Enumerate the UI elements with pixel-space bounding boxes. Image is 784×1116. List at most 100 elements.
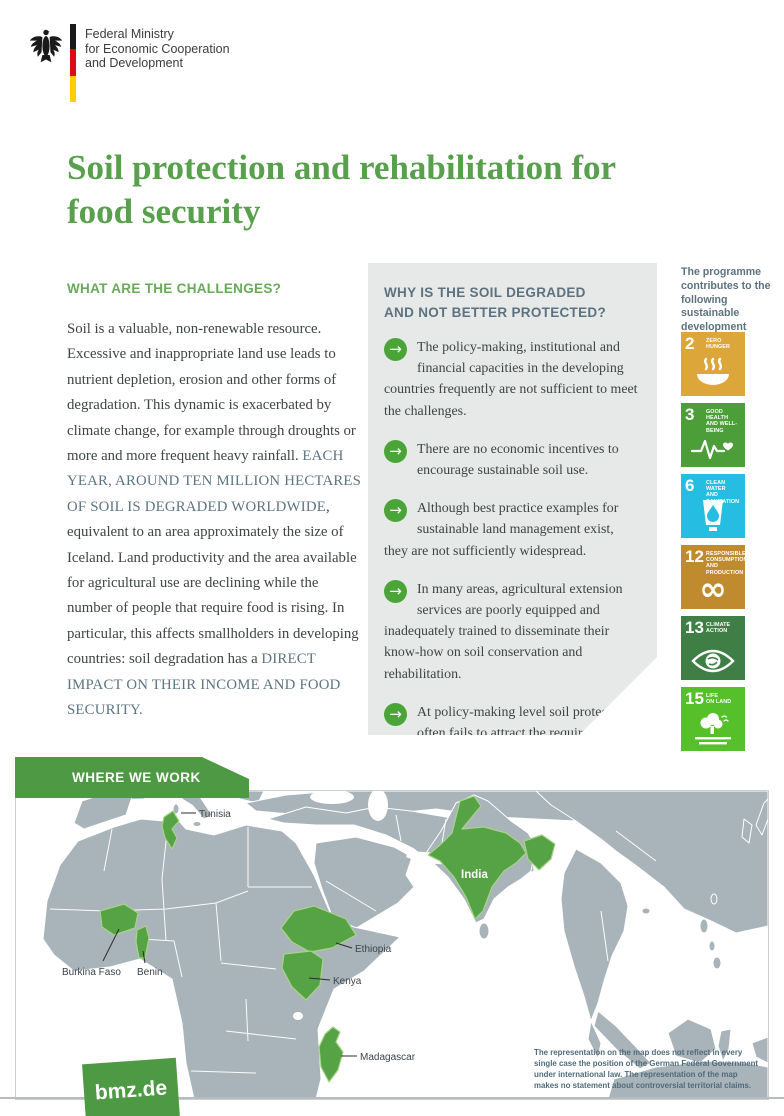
- landmass-hainan: [641, 907, 651, 915]
- landmass-sri-lanka: [478, 922, 490, 940]
- ministry-line: and Development: [85, 56, 183, 70]
- black-sea: [310, 790, 354, 804]
- callout-line-kenya: [308, 977, 331, 981]
- bowl-icon: [697, 357, 729, 385]
- bullet-text: The policy-making, institutional and fin…: [384, 340, 638, 419]
- callout-line-benin: [142, 950, 146, 964]
- country-india-northeast: [523, 834, 556, 871]
- where-we-work-banner: WHERE WE WORK: [15, 757, 249, 798]
- landmass-sardinia: [172, 803, 180, 815]
- sdg-tile-zero-hunger: 2 ZERO HUNGER: [681, 332, 745, 396]
- bullet-text: There are no economic incentives to enco…: [417, 441, 619, 479]
- sdg-number: 13: [685, 618, 704, 637]
- border-line: [49, 890, 249, 912]
- sdg-tile-life-on-land: 15 LIFE ON LAND: [681, 687, 745, 751]
- border-line: [220, 962, 277, 970]
- world-map: Tunisia Burkina Faso Benin Ethiopia Keny…: [15, 789, 769, 1100]
- sdg-label: CLIMATE ACTION: [706, 622, 731, 635]
- sdg-label: LIFE ON LAND: [706, 693, 732, 706]
- arrow-right-icon: →: [384, 338, 407, 361]
- arrow-right-icon: →: [384, 499, 407, 522]
- landmass-philippines: [699, 918, 709, 934]
- german-flag-stripe: [70, 24, 76, 102]
- callout-line-ethiopia: [335, 942, 353, 949]
- country-ethiopia: [280, 905, 357, 953]
- map-label-ethiopia: Ethiopia: [355, 944, 392, 955]
- water-glass-icon: [703, 500, 723, 531]
- page-title: Soil protection and rehabilitation for f…: [67, 146, 616, 234]
- arrow-right-icon: →: [384, 580, 407, 603]
- border-line: [190, 1070, 257, 1074]
- sdg-tile-list: 2 ZERO HUNGER 3 GOOD HEALTH AND WELL-BEI…: [681, 332, 745, 758]
- sdg-number: 12: [685, 547, 704, 566]
- map-label-burkina-faso: Burkina Faso: [62, 967, 121, 978]
- challenges-paragraph: Soil is a valuable, non-renewable resour…: [67, 317, 362, 724]
- bmz-website-plate[interactable]: bmz.de: [82, 1057, 180, 1116]
- banner-label: WHERE WE WORK: [72, 770, 201, 785]
- border-line: [600, 910, 609, 962]
- landmass-sicily: [192, 821, 202, 827]
- country-madagascar: [318, 1026, 344, 1083]
- bmz-link-label[interactable]: bmz.de: [94, 1076, 168, 1105]
- landmass-malay: [587, 1020, 602, 1060]
- sdg-tile-good-health: 3 GOOD HEALTH AND WELL-BEING: [681, 403, 745, 467]
- border-line: [615, 830, 657, 862]
- ministry-line: for Economic Cooperation: [85, 41, 230, 56]
- landmass-sumatra: [593, 1010, 652, 1070]
- bottom-rule: [0, 1097, 784, 1099]
- ministry-name: Federal Ministry for Economic Cooperatio…: [85, 27, 230, 71]
- sdg-label: ZERO HUNGER: [706, 338, 730, 351]
- landmass-taiwan: [710, 893, 718, 905]
- border-line: [173, 940, 183, 978]
- bullet-text: In many areas, agricultural extension se…: [384, 581, 623, 682]
- arrow-right-icon: →: [384, 440, 407, 463]
- disclaimer-line: makes no statement about controversial t…: [534, 1081, 752, 1090]
- sdg-intro-text: The programme contributes to the followi…: [681, 266, 771, 347]
- why-heading-line: WHY IS THE SOIL DEGRADED: [384, 285, 586, 300]
- border-line: [215, 902, 222, 962]
- bullet-text: At policy-making level soil protection o…: [384, 704, 640, 763]
- landmass-iberia: [73, 792, 133, 830]
- bmz-logo: Federal Ministry for Economic Cooperatio…: [28, 24, 230, 102]
- map-canvas: Tunisia Burkina Faso Benin Ethiopia Keny…: [42, 789, 769, 1100]
- why-heading-line: AND NOT BETTER PROTECTED?: [384, 304, 606, 320]
- country-burkina-faso: [99, 903, 139, 936]
- border-line: [325, 880, 377, 912]
- infinity-loop-icon: ∞: [699, 569, 727, 608]
- challenges-text: , equivalent to an area approximately th…: [67, 498, 359, 668]
- why-bullet: → The policy-making, institutional and f…: [384, 337, 641, 422]
- callout-line-burkina-faso: [102, 928, 120, 962]
- landmass-africa: [42, 812, 401, 1100]
- landmass-philippines: [712, 956, 722, 970]
- title-line-2: food security: [67, 192, 261, 231]
- border-line: [161, 822, 169, 942]
- lake-victoria: [293, 1012, 303, 1020]
- sdg-tile-climate-action: 13 CLIMATE ACTION: [681, 616, 745, 680]
- landmass-arabia: [313, 836, 415, 934]
- border-line: [395, 814, 402, 842]
- sdg-number: 3: [685, 405, 695, 424]
- sdg-section: The programme contributes to the followi…: [681, 266, 773, 751]
- sdg-number: 6: [685, 476, 695, 495]
- map-label-india: India: [461, 869, 488, 881]
- challenges-heading: WHAT ARE THE CHALLENGES?: [67, 281, 282, 296]
- map-label-benin: Benin: [137, 967, 163, 978]
- ministry-line: Federal Ministry: [85, 27, 174, 41]
- border-line: [245, 998, 249, 1042]
- disclaimer-line: The representation on the map does not r…: [534, 1048, 743, 1057]
- border-line: [225, 1030, 297, 1040]
- landmass-sulawesi: [717, 1028, 732, 1062]
- why-degraded-section: WHY IS THE SOIL DEGRADED AND NOT BETTER …: [368, 263, 657, 735]
- challenges-text: Soil is a valuable, non-renewable resour…: [67, 321, 356, 465]
- landmass-borneo: [667, 1018, 717, 1064]
- challenges-section: WHAT ARE THE CHALLENGES? Soil is a valua…: [67, 281, 362, 724]
- title-line-1: Soil protection and rehabilitation for: [67, 148, 617, 187]
- landmass-indochina: [560, 848, 629, 1022]
- challenges-emphasis: DIRECT IMPACT ON THEIR INCOME AND FOOD S…: [67, 651, 341, 719]
- map-label-madagascar: Madagascar: [360, 1052, 416, 1063]
- country-india: [427, 795, 527, 920]
- eye-globe-icon: [691, 649, 735, 673]
- sdg-number: 2: [685, 334, 695, 353]
- landmass-korea: [741, 818, 753, 844]
- why-heading: WHY IS THE SOIL DEGRADED AND NOT BETTER …: [384, 283, 641, 322]
